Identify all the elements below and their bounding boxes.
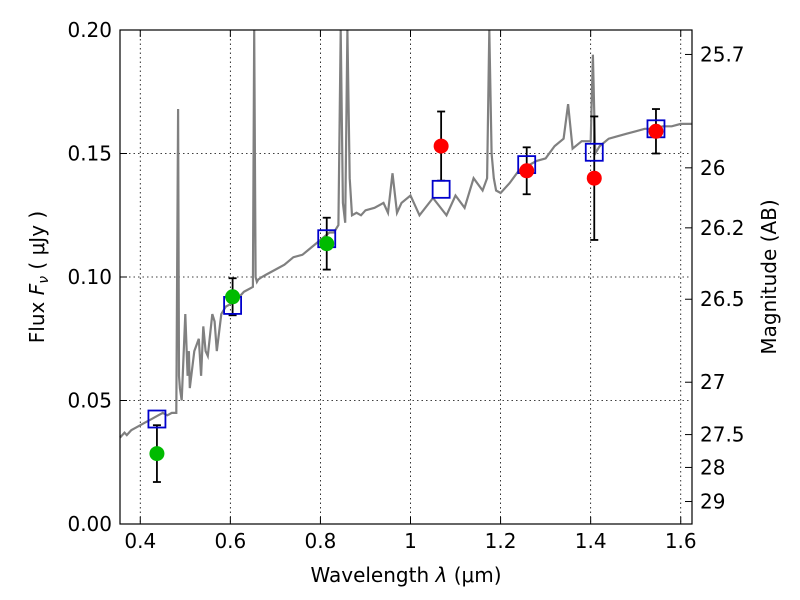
- right-tick-label: 27: [700, 370, 725, 394]
- x-tick-label: 1.6: [665, 529, 697, 553]
- model-squares: [147, 119, 666, 429]
- x-tick-label: 1: [404, 529, 417, 553]
- red-data-point: [648, 123, 664, 139]
- y-axis-label: Flux Fν ( μJy ): [25, 211, 52, 343]
- model-square-marker: [584, 142, 604, 162]
- gridlines: [120, 30, 692, 524]
- x-tick-label: 1.2: [485, 529, 517, 553]
- red-data-point: [433, 138, 449, 154]
- right-tick-label: 29: [700, 490, 725, 514]
- photometry-points: [149, 123, 664, 462]
- y-tick-label: 0.15: [67, 142, 112, 166]
- x-tick-label: 0.6: [214, 529, 246, 553]
- green-data-point: [225, 289, 241, 305]
- right-tick-label: 26.2: [700, 216, 745, 240]
- green-data-point: [319, 236, 335, 252]
- x-tick-label: 0.4: [124, 529, 156, 553]
- y-tick-label: 0.10: [67, 265, 112, 289]
- model-square-marker: [431, 179, 451, 199]
- y-axis-ticks: 0.00 0.05 0.10 0.15 0.20: [67, 18, 127, 536]
- x-axis-ticks: 0.4 0.6 0.8 1 1.2 1.4 1.6: [124, 30, 697, 553]
- red-data-point: [519, 163, 535, 179]
- y-tick-label: 0.05: [67, 389, 112, 413]
- right-tick-label: 27.5: [700, 423, 745, 447]
- right-tick-label: 26.5: [700, 287, 745, 311]
- right-tick-label: 25.7: [700, 42, 745, 66]
- red-data-point: [586, 170, 602, 186]
- right-axis-ticks: 25.7 26 26.2 26.5 27 27.5 28 29: [685, 42, 745, 514]
- right-tick-label: 28: [700, 455, 725, 479]
- right-tick-label: 26: [700, 156, 725, 180]
- spectrum-line: [119, 29, 692, 439]
- y-tick-label: 0.00: [67, 512, 112, 536]
- y-tick-label: 0.20: [67, 18, 112, 42]
- right-axis-label: Magnitude (AB): [757, 199, 781, 354]
- model-square-marker: [147, 409, 167, 429]
- green-data-point: [149, 446, 165, 462]
- x-tick-label: 1.4: [575, 529, 607, 553]
- x-axis-label: Wavelength λ (μm): [310, 563, 501, 587]
- x-tick-label: 0.8: [305, 529, 337, 553]
